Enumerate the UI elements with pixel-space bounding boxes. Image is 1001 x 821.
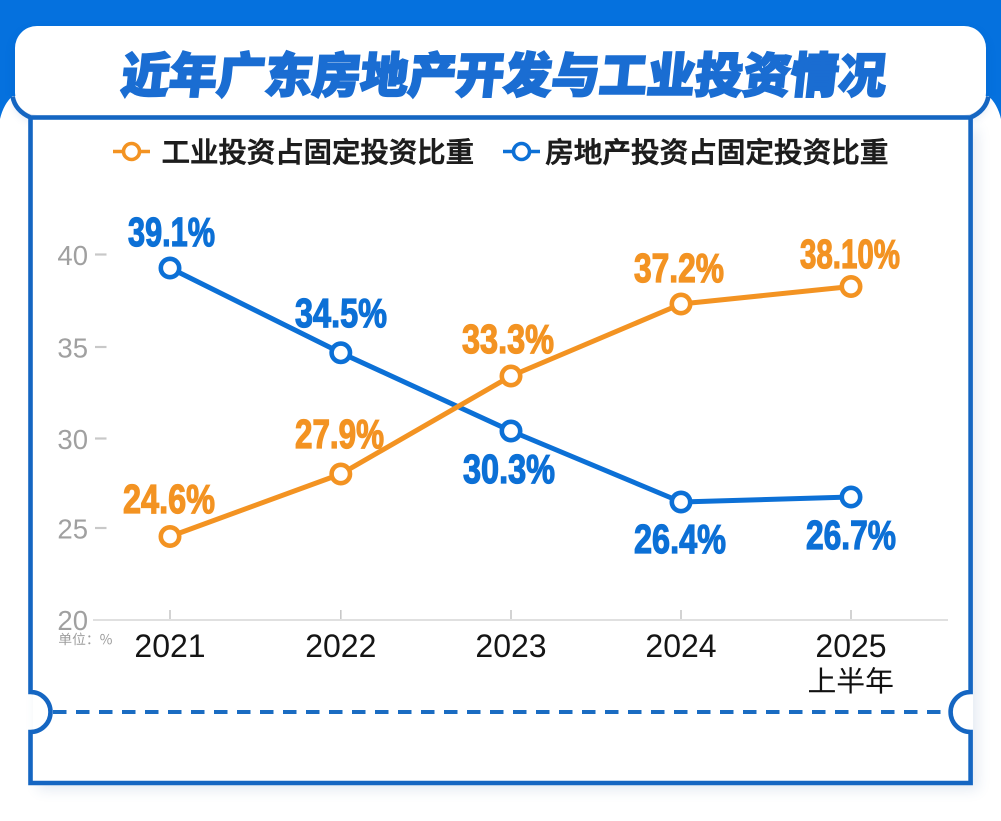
svg-text:40: 40: [57, 240, 88, 271]
svg-text:2022: 2022: [305, 628, 376, 664]
svg-text:39.1%: 39.1%: [128, 209, 215, 255]
svg-text:24.6%: 24.6%: [123, 476, 215, 522]
svg-text:26.7%: 26.7%: [806, 512, 896, 558]
svg-text:30.3%: 30.3%: [463, 446, 555, 492]
svg-text:35: 35: [57, 333, 88, 364]
svg-text:2021: 2021: [134, 628, 205, 664]
svg-text:37.2%: 37.2%: [634, 245, 724, 291]
svg-text:2025: 2025: [815, 628, 886, 664]
svg-text:20: 20: [57, 605, 88, 636]
svg-text:25: 25: [57, 514, 88, 545]
svg-text:2023: 2023: [475, 628, 546, 664]
svg-text:27.9%: 27.9%: [295, 411, 384, 457]
svg-text:33.3%: 33.3%: [462, 316, 554, 362]
svg-text:30: 30: [57, 424, 88, 455]
svg-text:34.5%: 34.5%: [295, 290, 387, 336]
svg-text:38.10%: 38.10%: [800, 231, 900, 277]
svg-text:26.4%: 26.4%: [634, 516, 726, 562]
svg-text:2024: 2024: [645, 628, 716, 664]
